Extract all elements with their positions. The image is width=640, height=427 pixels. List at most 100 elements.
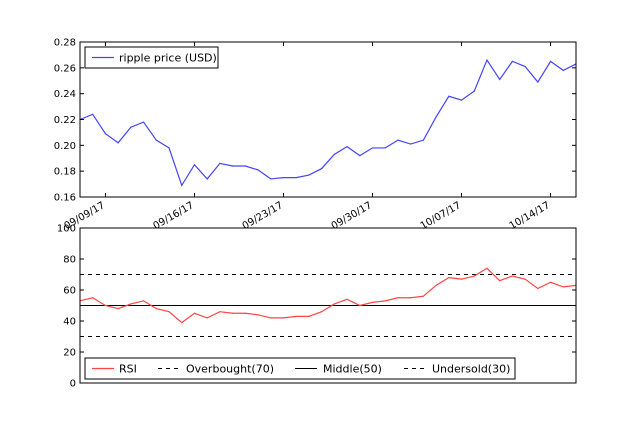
price-y-tick-label: 0.28 (54, 38, 76, 49)
rsi-point (486, 267, 488, 269)
price-line (79, 58, 577, 187)
price-point (549, 60, 552, 62)
price-y-tick-label: 0.26 (54, 63, 76, 74)
rsi-point (257, 314, 259, 316)
rsi-point (435, 284, 437, 286)
price-point (524, 65, 526, 68)
price-point (397, 139, 399, 141)
price-point (308, 174, 310, 176)
price-point (117, 142, 119, 144)
rsi-y-tick-label: 0 (70, 379, 76, 390)
rsi-y-tick-label: 80 (63, 255, 76, 266)
rsi-y-tick-label: 40 (63, 317, 76, 328)
rsi-point (308, 315, 310, 317)
price-point (219, 162, 221, 165)
rsi-point (499, 280, 501, 282)
rsi-point (384, 300, 386, 302)
undersold-legend-label: Undersold(30) (432, 363, 510, 376)
rsi-point (270, 317, 272, 319)
rsi-point (92, 297, 94, 299)
rsi-point (562, 286, 564, 288)
price-point (321, 167, 323, 170)
rsi-y-axis: 0 20 40 60 80 100 (57, 224, 576, 390)
price-y-tick-label: 0.18 (54, 167, 76, 178)
price-y-tick-label: 0.16 (54, 193, 76, 204)
rsi-point (333, 303, 335, 305)
price-point (422, 139, 424, 141)
price-point (346, 146, 348, 148)
price-point (181, 184, 183, 186)
rsi-y-tick-label: 100 (57, 224, 76, 235)
rsi-point (524, 278, 526, 280)
price-point (511, 60, 514, 62)
price-point (257, 169, 259, 171)
rsi-point (410, 297, 412, 299)
rsi-point (193, 312, 196, 314)
price-point (473, 90, 475, 92)
price-point (92, 113, 94, 115)
rsi-point (117, 308, 119, 310)
price-point (499, 78, 501, 81)
rsi-point (232, 312, 234, 314)
rsi-level-lines (80, 274, 576, 337)
rsi-point (321, 311, 323, 313)
rsi-panel: 0 20 40 60 80 100 RSI Overbought(70) Middle(5… (57, 224, 577, 390)
price-y-tick-label: 0.22 (54, 115, 76, 126)
rsi-point (422, 295, 424, 297)
rsi-point (549, 281, 552, 283)
overbought-legend-label: Overbought(70) (186, 363, 274, 376)
price-point (244, 165, 246, 167)
price-legend-label: ripple price (USD) (119, 52, 217, 65)
rsi-point (155, 308, 157, 310)
price-point (371, 147, 374, 149)
rsi-legend: RSI Overbought(70) Middle(50) Undersold(… (84, 357, 516, 380)
price-point (359, 155, 361, 157)
price-point (460, 99, 463, 101)
price-y-tick-label: 0.24 (54, 89, 76, 100)
rsi-point (473, 275, 475, 277)
rsi-point (142, 300, 145, 302)
rsi-point (219, 311, 221, 313)
price-point (448, 95, 450, 97)
price-point (384, 147, 386, 149)
rsi-y-tick-label: 60 (63, 286, 76, 297)
price-point (295, 177, 297, 179)
rsi-point (537, 287, 539, 290)
middle-legend-label: Middle(50) (323, 363, 382, 376)
price-point (206, 178, 208, 180)
price-point (435, 116, 437, 118)
rsi-legend-label: RSI (119, 363, 137, 376)
price-point (486, 59, 488, 61)
price-point (333, 153, 335, 155)
rsi-plot-area (79, 267, 577, 324)
price-point (562, 69, 564, 72)
price-point (104, 133, 107, 135)
price-y-axis: 0.16 0.18 0.20 0.22 0.24 0.26 0.28 (54, 38, 576, 204)
rsi-point (511, 275, 514, 277)
rsi-point (168, 311, 170, 313)
rsi-point (244, 312, 246, 314)
rsi-point (181, 321, 183, 324)
rsi-point (104, 304, 107, 307)
rsi-y-tick-label: 20 (63, 348, 76, 359)
price-point (270, 178, 272, 180)
rsi-point (282, 317, 285, 319)
rsi-point (371, 301, 374, 303)
rsi-point (346, 298, 348, 300)
rsi-point (130, 303, 132, 305)
rsi-line (79, 267, 577, 324)
rsi-point (460, 278, 463, 280)
rsi-axes-frame (79, 227, 577, 384)
price-point (168, 147, 170, 149)
price-y-tick-label: 0.20 (54, 141, 76, 152)
price-point (282, 177, 285, 179)
price-point (193, 164, 196, 166)
rsi-point (397, 297, 399, 299)
price-point (537, 81, 539, 83)
price-point (155, 139, 157, 141)
price-legend: ripple price (USD) (84, 46, 219, 69)
rsi-point (359, 304, 361, 307)
rsi-point (448, 277, 450, 279)
